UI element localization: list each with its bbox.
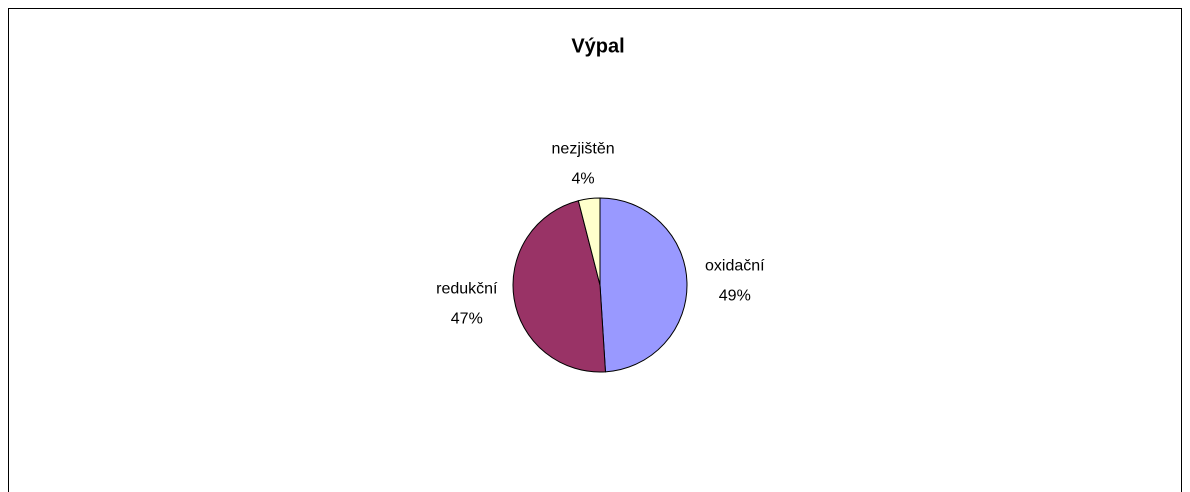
slice-value-label: 47% [451,310,483,327]
slice-label: nezjištěn [552,140,615,157]
slice-value-label: 4% [572,170,595,187]
slice-label: redukční [436,280,498,297]
pie-slice [599,197,688,373]
chart-title: Výpal [571,35,624,57]
slice-label: oxidační [705,257,765,274]
slice-value-label: 49% [719,287,751,304]
pie-slice [577,197,601,286]
pie-slice [512,200,606,373]
